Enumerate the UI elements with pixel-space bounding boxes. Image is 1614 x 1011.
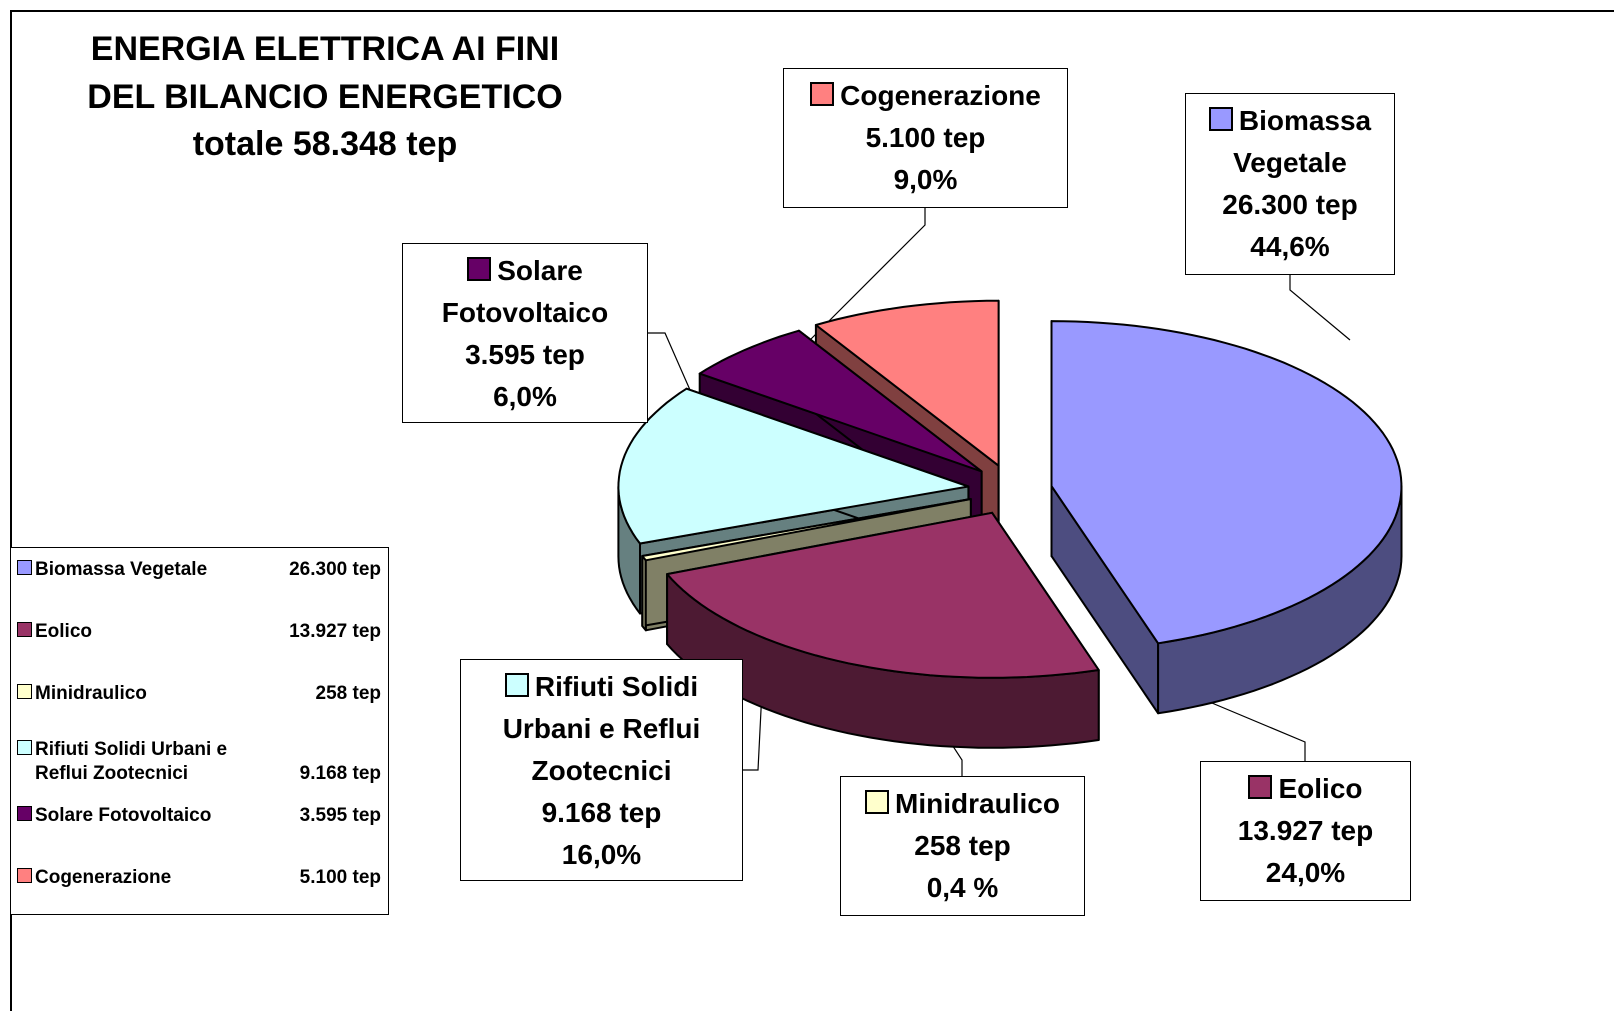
data-label-name: Biomassa Vegetale [1194, 100, 1386, 184]
data-label-percent: 0,4 % [926, 872, 999, 903]
legend-item: Biomassa Vegetale 26.300 tep [17, 558, 387, 582]
legend-value: 9.168 tep [299, 763, 381, 784]
data-label-percent: 6,0% [493, 381, 557, 412]
legend-value: 3.595 tep [299, 805, 381, 826]
data-label: Rifiuti Solidi Urbani e Reflui Zootecnic… [460, 659, 743, 881]
data-label-value: 26.300 tep [1222, 189, 1358, 220]
pie-slice [1050, 320, 1403, 645]
chart-title: ENERGIA ELETTRICA AI FINI [90, 30, 560, 68]
data-label-name: Minidraulico [849, 783, 1076, 825]
legend-value: 5.100 tep [299, 867, 381, 888]
data-label-name: Rifiuti Solidi Urbani e Reflui Zootecnic… [469, 666, 734, 792]
data-label: Cogenerazione 5.100 tep 9,0% [783, 68, 1068, 208]
data-label-swatch [1208, 107, 1233, 131]
legend-swatch [17, 622, 32, 637]
legend-label: Eolico [35, 621, 93, 642]
legend-label: Cogenerazione [35, 867, 172, 888]
data-label-percent: 9,0% [893, 164, 958, 195]
data-label-swatch [504, 673, 529, 697]
legend-swatch [17, 806, 32, 821]
leader-line [1289, 275, 1351, 341]
data-label-name: Eolico [1209, 768, 1402, 810]
legend-value: 26.300 tep [289, 559, 381, 580]
data-label-category: Cogenerazione [840, 80, 1041, 111]
legend-value: 258 tep [315, 683, 381, 704]
legend-item: Solare Fotovoltaico 3.595 tep [17, 804, 387, 828]
data-label-name: Cogenerazione [792, 75, 1059, 117]
data-label-swatch [810, 82, 835, 106]
legend-label: Solare Fotovoltaico [35, 805, 212, 826]
data-label: Eolico 13.927 tep 24,0% [1200, 761, 1411, 901]
legend-item: Cogenerazione 5.100 tep [17, 866, 387, 890]
legend-swatch [17, 868, 32, 883]
data-label-value: 9.168 tep [541, 797, 662, 828]
pie-slice [666, 511, 1100, 679]
pie-slice [698, 329, 983, 473]
data-label-swatch [865, 790, 890, 814]
data-label: Minidraulico 258 tep 0,4 % [840, 776, 1085, 916]
data-label-value: 3.595 tep [465, 339, 585, 370]
legend-label: Rifiuti Solidi Urbani e Reflui Zootecnic… [35, 739, 228, 784]
pie-slice [641, 498, 972, 562]
slice-side [641, 555, 647, 632]
data-label: Solare Fotovoltaico 3.595 tep 6,0% [402, 243, 648, 423]
legend-item: Eolico 13.927 tep [17, 620, 387, 644]
data-label-category: Eolico [1278, 773, 1363, 804]
data-label-swatch [1248, 775, 1273, 799]
data-label-swatch [467, 257, 492, 281]
data-label-percent: 44,6% [1250, 231, 1330, 262]
pie-slice [814, 299, 1000, 467]
data-label-category: Minidraulico [895, 788, 1060, 819]
legend-value: 13.927 tep [289, 621, 381, 642]
chart-subtitle: totale 58.348 tep [192, 125, 458, 163]
legend-swatch [17, 740, 32, 755]
data-label-percent: 24,0% [1265, 857, 1346, 888]
legend-swatch [17, 684, 32, 699]
legend-item: Minidraulico 258 tep [17, 682, 387, 706]
data-label: Biomassa Vegetale 26.300 tep 44,6% [1185, 93, 1395, 275]
data-label-category: Solare Fotovoltaico [441, 255, 609, 328]
pie-slice [617, 387, 970, 545]
data-label-category: Rifiuti Solidi Urbani e Reflui Zootecnic… [502, 671, 701, 786]
data-label-percent: 16,0% [561, 839, 642, 870]
leader-line [1199, 697, 1306, 761]
data-label-name: Solare Fotovoltaico [411, 250, 639, 334]
legend-item: Rifiuti Solidi Urbani e Reflui Zootecnic… [17, 738, 387, 786]
data-label-category: Biomassa Vegetale [1233, 105, 1372, 178]
chart-title: DEL BILANCIO ENERGETICO [87, 78, 563, 116]
legend: Biomassa Vegetale 26.300 tep Eolico 13.927 … [10, 547, 389, 915]
frame [10, 10, 1614, 1011]
legend-label: Minidraulico [35, 683, 147, 704]
data-label-value: 13.927 tep [1237, 815, 1374, 846]
data-label-value: 258 tep [914, 830, 1011, 861]
legend-swatch [17, 560, 32, 575]
legend-label: Biomassa Vegetale [35, 559, 208, 580]
data-label-value: 5.100 tep [865, 122, 986, 153]
